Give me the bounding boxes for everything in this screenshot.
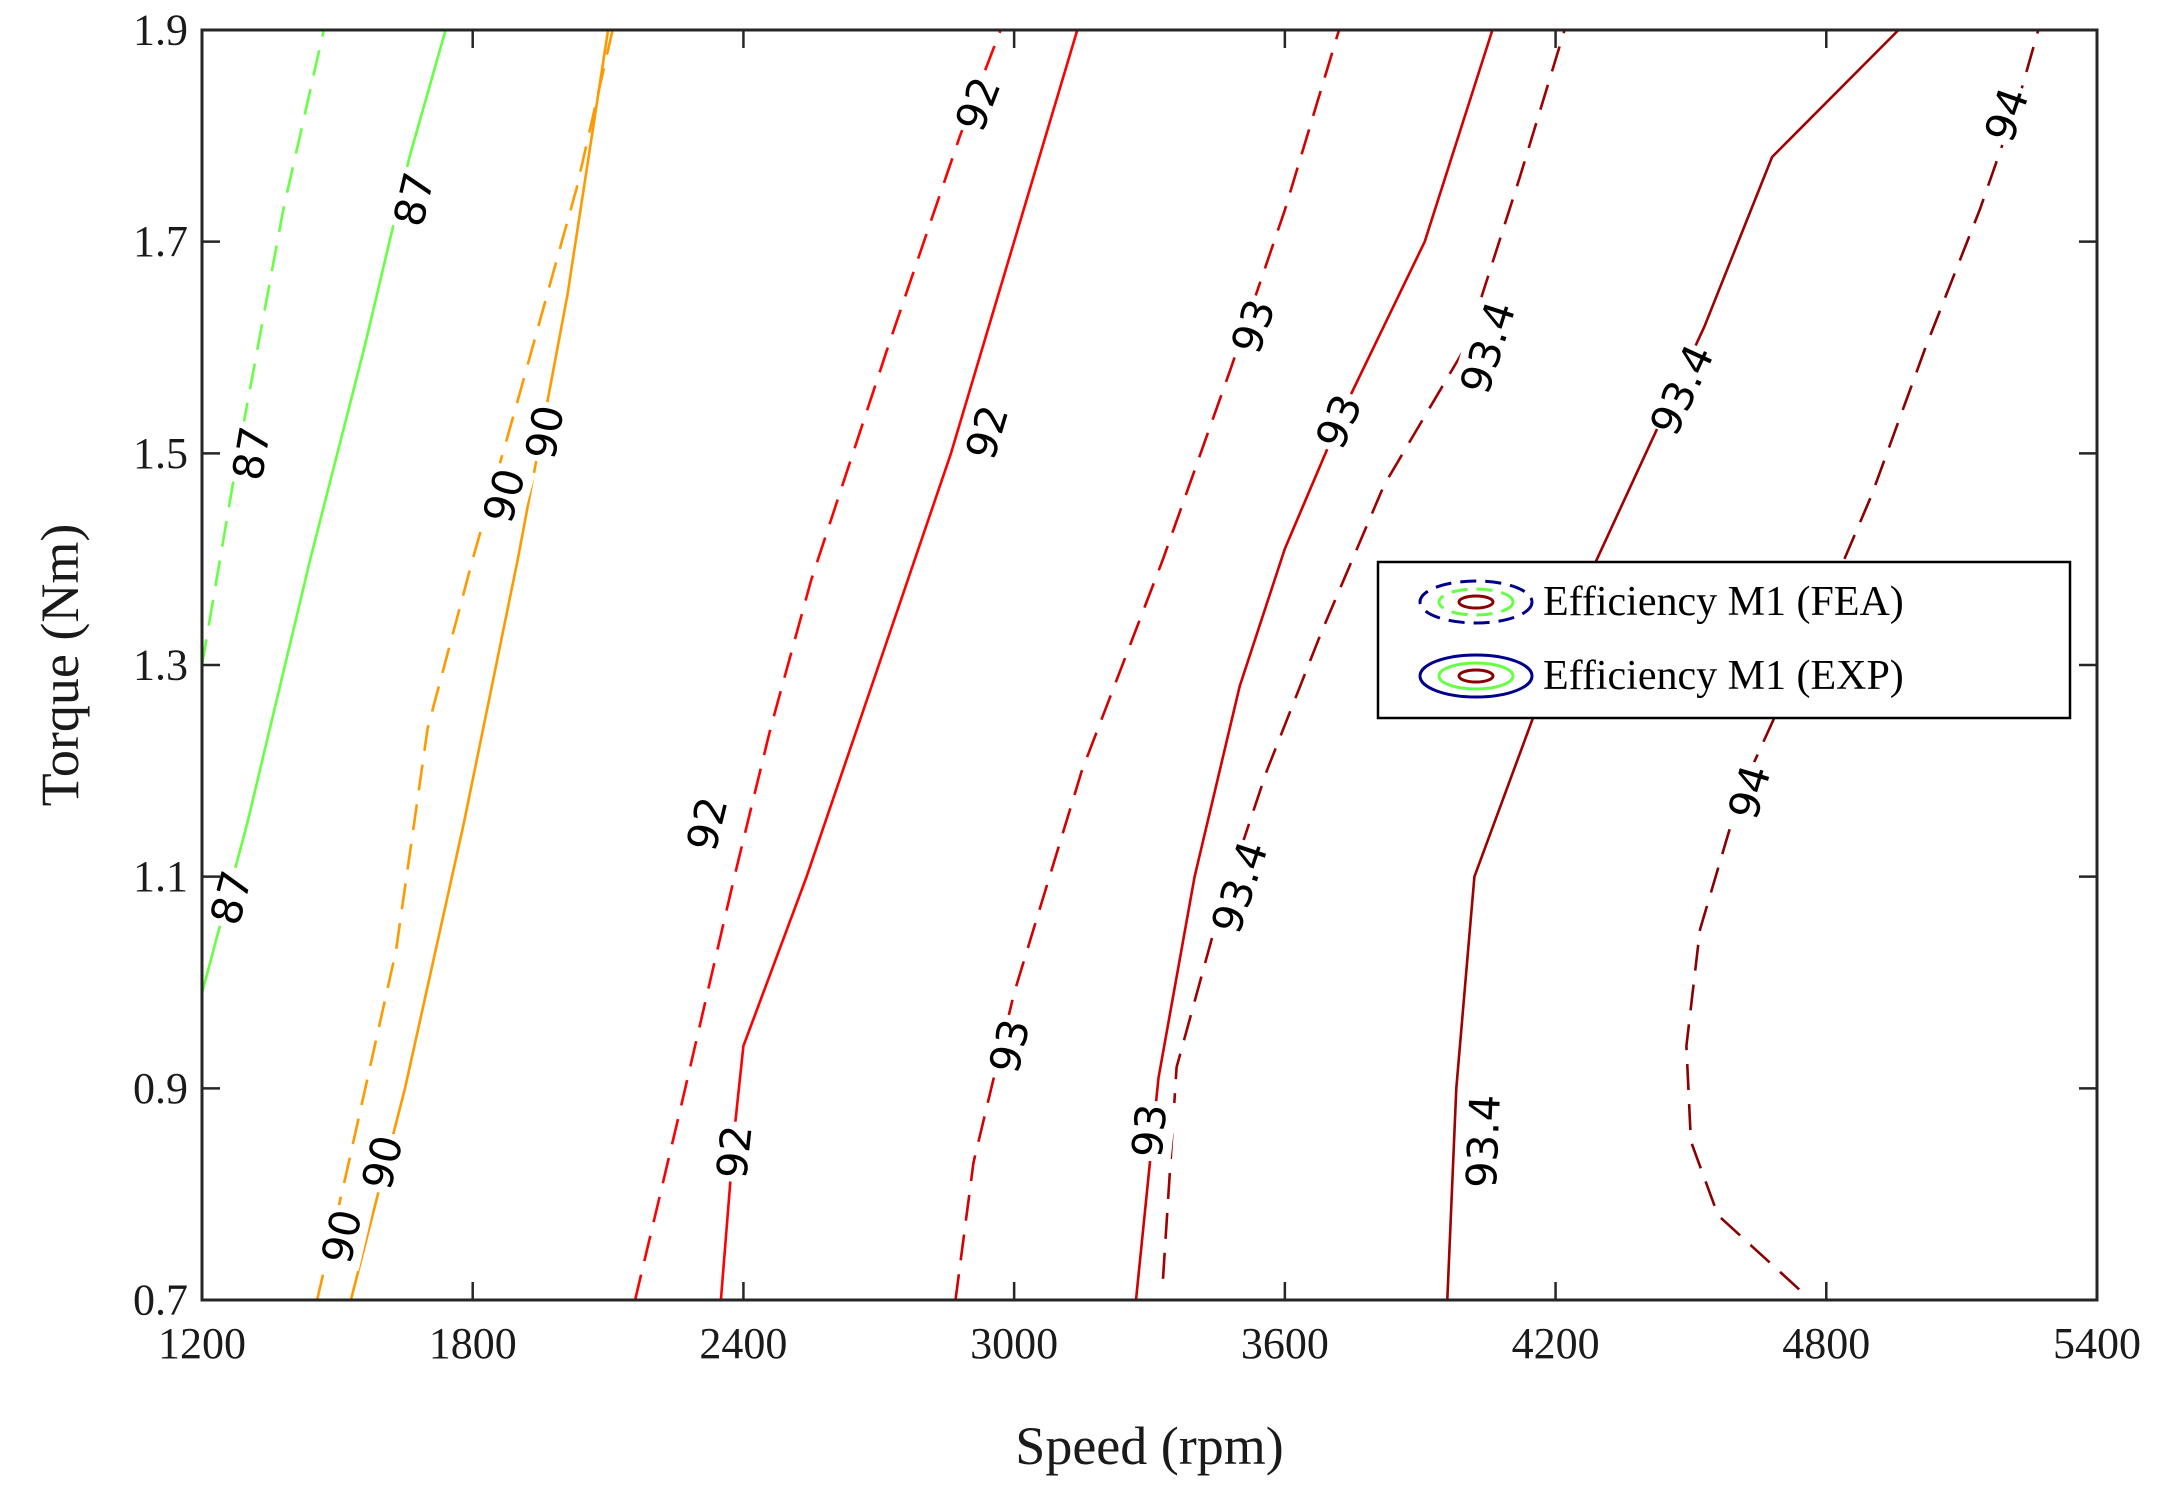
contour-label-bg — [676, 788, 738, 859]
contour-label-87: 87 — [384, 168, 444, 231]
contour-label-bg — [1718, 756, 1782, 828]
contour-line-93-fea — [954, 29, 1341, 1301]
contour-label-bg — [472, 460, 536, 532]
contour-label-93: 93 — [1122, 1102, 1176, 1160]
x-tick-label: 1800 — [429, 1319, 517, 1368]
contour-label-bg — [1220, 290, 1286, 363]
y-tick-label: 0.9 — [133, 1064, 188, 1113]
legend-ellipse — [1418, 653, 1534, 699]
legend-ellipse — [1437, 587, 1515, 617]
contour-label-92: 92 — [677, 792, 737, 856]
contour-line-90-fea — [315, 29, 614, 1301]
contour-labels: 87878790909090929292929393939393.493.493… — [200, 67, 2040, 1272]
contour-label-bg — [1457, 1094, 1510, 1189]
contour-label-bg — [383, 164, 445, 235]
contour-label-bg — [515, 398, 574, 467]
contour-label-93-4: 93.4 — [1457, 1094, 1510, 1189]
contour-label-bg — [1122, 1098, 1177, 1163]
y-axis-ticks: 0.7 0.9 1.1 1.3 1.5 1.7 1.9 — [133, 6, 2097, 1325]
y-tick-label: 1.3 — [133, 641, 188, 690]
legend-entry-fea: Efficiency M1 (FEA) — [1543, 579, 1904, 625]
legend-ellipse — [1457, 668, 1495, 684]
legend-ellipse — [1418, 579, 1534, 625]
contour-label-93-4: 93.4 — [1640, 337, 1724, 442]
contour-label-bg — [351, 1127, 414, 1198]
contour-label-bg — [1202, 835, 1278, 939]
contour-label-bg — [1305, 384, 1373, 459]
contour-line-87-exp — [200, 29, 447, 994]
contour-label-bg — [955, 396, 1019, 468]
contour-label-92: 92 — [946, 70, 1011, 137]
contour-label-bg — [1640, 337, 1724, 442]
x-tick-label: 4800 — [1782, 1319, 1870, 1368]
contour-label-93: 93 — [1306, 387, 1372, 455]
contour-label-90: 90 — [312, 1205, 372, 1268]
contour-label-bg — [1451, 296, 1525, 399]
contour-line-93-exp — [1134, 29, 1494, 1301]
contour-label-93-4: 93.4 — [1202, 835, 1278, 939]
contour-label-90: 90 — [516, 401, 574, 463]
contour-label-93-4: 93.4 — [1450, 296, 1525, 400]
legend-entry-exp: Efficiency M1 (EXP) — [1543, 653, 1904, 699]
contour-line-87-fea — [200, 29, 326, 666]
y-tick-label: 1.7 — [133, 217, 188, 266]
y-tick-label: 1.5 — [133, 429, 188, 478]
contour-label-93: 93 — [980, 1014, 1040, 1077]
x-tick-label: 4200 — [1512, 1319, 1600, 1368]
x-axis-ticks: 1200 1800 2400 3000 3600 4200 4800 5400 — [158, 30, 2141, 1368]
contour-line-92-exp — [719, 29, 1079, 1301]
x-tick-label: 2400 — [699, 1319, 787, 1368]
legend-ellipse — [1437, 661, 1515, 691]
contour-label-bg — [200, 862, 263, 933]
contour-line-90-exp — [349, 29, 610, 1301]
contour-label-bg — [979, 1011, 1040, 1081]
contour-lines — [200, 29, 2040, 1301]
contour-label-87: 87 — [223, 423, 280, 484]
contour-line-93-4-fea — [1161, 29, 1566, 1279]
x-tick-label: 3600 — [1241, 1319, 1329, 1368]
y-tick-label: 1.9 — [133, 6, 188, 55]
contour-line-92-fea — [633, 29, 1002, 1301]
x-tick-label: 3000 — [970, 1319, 1058, 1368]
y-tick-label: 1.1 — [133, 852, 188, 901]
legend-box — [1376, 560, 2072, 720]
legend-icon-fea — [1418, 579, 1534, 625]
y-tick-label: 0.7 — [133, 1276, 188, 1325]
contour-label-bg — [1974, 78, 2040, 151]
contour-label-bg — [707, 1119, 762, 1185]
contour-label-bg — [944, 67, 1012, 141]
contour-label-92: 92 — [707, 1123, 761, 1181]
legend: Efficiency M1 (FEA) Efficiency M1 (EXP) — [1376, 560, 2072, 720]
x-tick-label: 1200 — [158, 1319, 246, 1368]
contour-label-bg — [311, 1201, 373, 1272]
x-axis-title: Speed (rpm) — [1015, 1416, 1283, 1476]
y-axis-title: Torque (Nm) — [30, 524, 90, 807]
contour-line-94-fea — [1685, 29, 2040, 1291]
legend-icon-exp — [1418, 653, 1534, 699]
x-tick-label: 5400 — [2053, 1319, 2141, 1368]
contour-label-bg — [222, 419, 281, 487]
legend-ellipse — [1457, 594, 1495, 610]
